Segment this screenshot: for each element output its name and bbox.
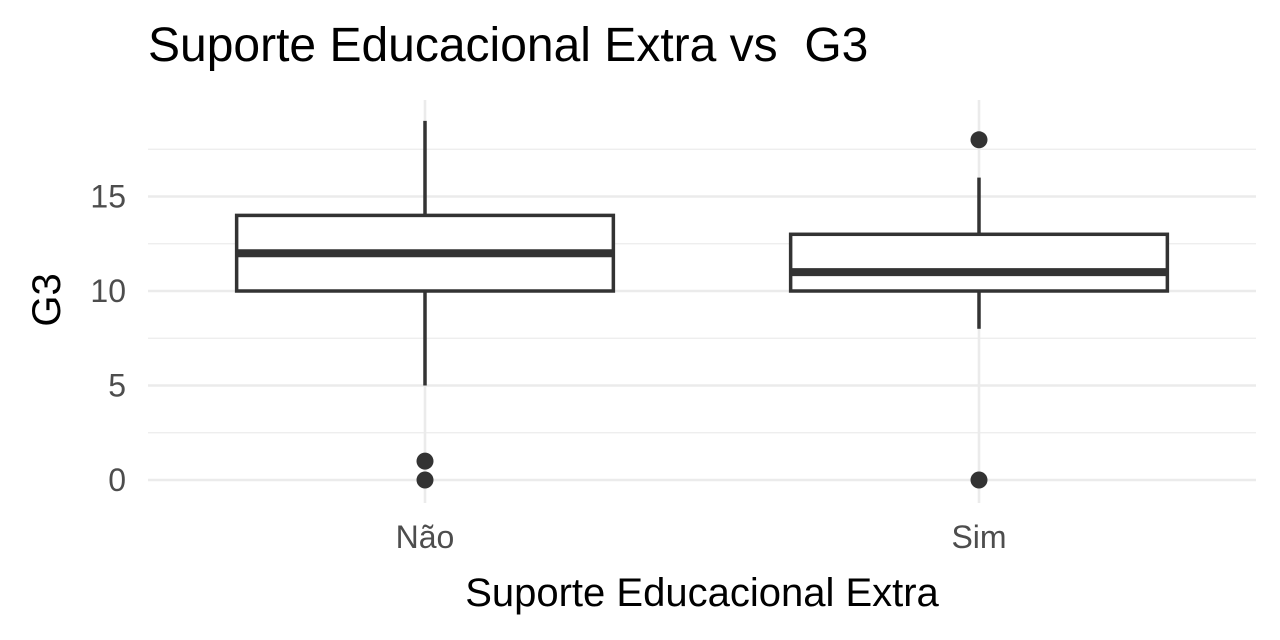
box-iqr bbox=[788, 232, 1170, 293]
box-Não bbox=[234, 120, 616, 489]
x-axis-ticks: Não Sim bbox=[396, 519, 1007, 555]
boxes bbox=[234, 120, 1170, 489]
box-Sim bbox=[788, 131, 1170, 489]
y-tick-label: 15 bbox=[90, 179, 126, 215]
chart-title: Suporte Educacional Extra vs G3 bbox=[148, 19, 869, 72]
outlier-point bbox=[970, 131, 988, 149]
y-tick-label: 5 bbox=[108, 368, 126, 404]
x-tick-label: Não bbox=[396, 519, 455, 555]
y-tick-label: 10 bbox=[90, 273, 126, 309]
y-tick-label: 0 bbox=[108, 462, 126, 498]
outlier-point bbox=[416, 471, 434, 489]
outlier-point bbox=[970, 471, 988, 489]
outlier-point bbox=[416, 452, 434, 470]
x-tick-label: Sim bbox=[951, 519, 1006, 555]
grid-lines bbox=[148, 100, 1256, 503]
x-axis-title: Suporte Educacional Extra bbox=[465, 571, 939, 615]
y-axis-ticks: 0 5 10 15 bbox=[90, 179, 126, 499]
y-axis-title: G3 bbox=[25, 273, 69, 326]
